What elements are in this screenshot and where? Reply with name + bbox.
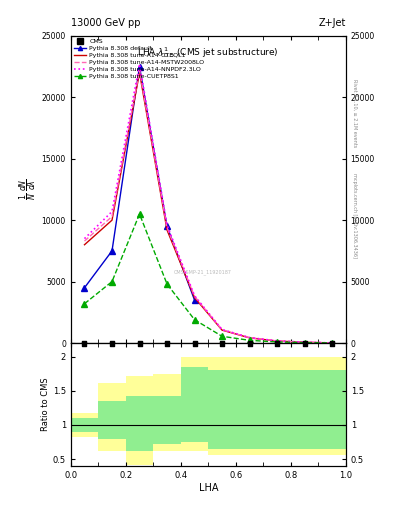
Pythia 8.308 tune-A14-MSTW2008LO [330,340,334,346]
Pythia 8.308 tune-A14-MSTW2008LO [137,67,142,73]
Pythia 8.308 tune-A14-NNPDF2.3LO [192,293,197,299]
Pythia 8.308 default [165,223,169,229]
Pythia 8.308 tune-A14-NNPDF2.3LO [302,339,307,345]
Text: Z+Jet: Z+Jet [318,18,346,28]
Point [81,339,88,348]
Point [301,339,308,347]
Text: LHA $\lambda^{1}_{0.5}$ (CMS jet substructure): LHA $\lambda^{1}_{0.5}$ (CMS jet substru… [138,45,279,60]
Y-axis label: $\frac{1}{N}\,\frac{dN}{d\lambda}$: $\frac{1}{N}\,\frac{dN}{d\lambda}$ [17,179,39,200]
Legend: CMS, Pythia 8.308 default, Pythia 8.308 tune-A14-CTEQL1, Pythia 8.308 tune-A14-M: CMS, Pythia 8.308 default, Pythia 8.308 … [73,38,206,80]
Pythia 8.308 tune-A14-NNPDF2.3LO [137,61,142,67]
Pythia 8.308 default [82,285,87,291]
Point [329,339,335,347]
Pythia 8.308 tune-CUETP8S1 [247,337,252,344]
Point [164,339,170,348]
Point [219,339,225,348]
Pythia 8.308 tune-CUETP8S1 [165,281,169,287]
Pythia 8.308 default [110,248,114,254]
Pythia 8.308 tune-A14-MSTW2008LO [165,224,169,230]
Line: Pythia 8.308 tune-CUETP8S1: Pythia 8.308 tune-CUETP8S1 [82,211,335,346]
Point [274,339,280,348]
Pythia 8.308 tune-A14-MSTW2008LO [302,339,307,345]
Pythia 8.308 tune-A14-CTEQL1 [137,70,142,76]
Pythia 8.308 tune-A14-MSTW2008LO [247,335,252,341]
Point [136,339,143,347]
Pythia 8.308 tune-A14-MSTW2008LO [110,214,114,220]
Point [109,339,115,347]
Pythia 8.308 tune-A14-NNPDF2.3LO [220,327,224,333]
Point [164,339,170,347]
Line: Pythia 8.308 tune-A14-MSTW2008LO: Pythia 8.308 tune-A14-MSTW2008LO [84,70,332,343]
Point [246,339,253,347]
Y-axis label: Ratio to CMS: Ratio to CMS [41,378,50,431]
Pythia 8.308 tune-A14-CTEQL1 [220,327,224,333]
Point [219,339,225,347]
Pythia 8.308 tune-CUETP8S1 [275,339,279,345]
Pythia 8.308 tune-A14-CTEQL1 [302,339,307,345]
Point [136,339,143,348]
Point [329,339,335,348]
Pythia 8.308 default [192,297,197,303]
Pythia 8.308 tune-A14-NNPDF2.3LO [110,208,114,215]
Pythia 8.308 tune-CUETP8S1 [330,340,334,346]
Pythia 8.308 tune-A14-NNPDF2.3LO [247,334,252,340]
Pythia 8.308 tune-CUETP8S1 [192,316,197,323]
Pythia 8.308 tune-A14-CTEQL1 [330,340,334,346]
Point [274,339,280,347]
Pythia 8.308 tune-A14-NNPDF2.3LO [275,338,279,344]
Point [191,339,198,348]
Text: 13000 GeV pp: 13000 GeV pp [71,18,140,28]
X-axis label: LHA: LHA [198,482,218,493]
Line: Pythia 8.308 default: Pythia 8.308 default [82,64,197,303]
Text: Rivet 3.1.10, ≥ 2.1M events: Rivet 3.1.10, ≥ 2.1M events [352,78,357,147]
Pythia 8.308 tune-A14-CTEQL1 [247,335,252,341]
Pythia 8.308 tune-CUETP8S1 [82,301,87,307]
Pythia 8.308 tune-A14-CTEQL1 [82,242,87,248]
Pythia 8.308 tune-A14-MSTW2008LO [82,238,87,244]
Pythia 8.308 tune-CUETP8S1 [220,333,224,339]
Point [81,339,88,347]
Pythia 8.308 tune-A14-NNPDF2.3LO [165,222,169,228]
Point [301,339,308,348]
Pythia 8.308 tune-A14-MSTW2008LO [192,293,197,300]
Point [191,339,198,347]
Pythia 8.308 tune-A14-CTEQL1 [110,217,114,223]
Point [246,339,253,348]
Pythia 8.308 tune-A14-NNPDF2.3LO [82,236,87,242]
Pythia 8.308 tune-CUETP8S1 [110,279,114,285]
Text: mcplots.cern.ch [arXiv:1306.3436]: mcplots.cern.ch [arXiv:1306.3436] [352,173,357,258]
Pythia 8.308 default [137,63,142,70]
Point [109,339,115,348]
Pythia 8.308 tune-A14-CTEQL1 [192,294,197,301]
Pythia 8.308 tune-A14-MSTW2008LO [275,338,279,344]
Pythia 8.308 tune-CUETP8S1 [137,211,142,217]
Pythia 8.308 tune-A14-NNPDF2.3LO [330,340,334,346]
Pythia 8.308 tune-CUETP8S1 [302,339,307,346]
Line: Pythia 8.308 tune-A14-CTEQL1: Pythia 8.308 tune-A14-CTEQL1 [84,73,332,343]
Pythia 8.308 tune-A14-CTEQL1 [275,338,279,344]
Pythia 8.308 tune-A14-MSTW2008LO [220,327,224,333]
Text: CMS-SMP-21_11920187: CMS-SMP-21_11920187 [174,270,232,275]
Line: Pythia 8.308 tune-A14-NNPDF2.3LO: Pythia 8.308 tune-A14-NNPDF2.3LO [84,64,332,343]
Pythia 8.308 tune-A14-CTEQL1 [165,227,169,233]
